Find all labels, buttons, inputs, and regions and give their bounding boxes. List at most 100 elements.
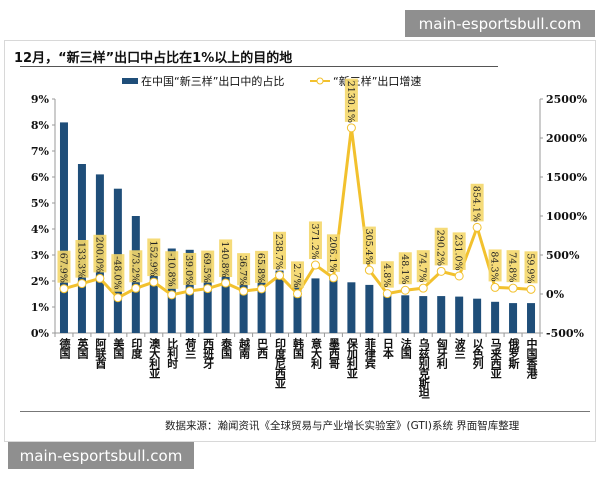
bar-西班牙	[203, 255, 212, 333]
growth-point-俄罗斯	[508, 283, 518, 293]
growth-label-box	[219, 239, 233, 278]
growth-point-泰国	[221, 278, 231, 288]
growth-label-box	[201, 250, 215, 283]
bar-意大利	[311, 278, 320, 333]
growth-label: 73.2%	[129, 252, 140, 282]
growth-label: 59.9%	[525, 253, 536, 283]
bar-匈牙利	[437, 296, 446, 333]
growth-label-box	[75, 240, 89, 278]
category-label: 荷兰	[183, 338, 197, 358]
category-label: 法国	[399, 338, 413, 358]
bar-波兰	[455, 296, 464, 333]
growth-label: 133.3%	[75, 242, 86, 278]
growth-point-以色列	[472, 222, 482, 232]
category-label: 印度	[129, 338, 143, 358]
growth-label: 39.0%	[183, 255, 194, 285]
category-label: 英国	[75, 338, 89, 358]
growth-label-box	[488, 249, 502, 282]
growth-label: 371.2%	[309, 223, 320, 259]
left-tick-label: 2%	[31, 275, 50, 288]
growth-point-越南	[239, 286, 249, 296]
category-label: 澳大利亚	[147, 338, 161, 378]
growth-label-box	[380, 261, 394, 288]
title-divider	[20, 66, 498, 67]
growth-label-box	[452, 232, 466, 270]
growth-point-菲律宾	[364, 265, 374, 275]
growth-label: 238.7%	[273, 234, 284, 270]
bar-法国	[401, 295, 410, 333]
growth-label: 69.5%	[201, 253, 212, 283]
growth-label: 67.9%	[57, 253, 68, 283]
growth-label: 206.1%	[327, 236, 338, 272]
bar-以色列	[473, 298, 482, 333]
growth-point-波兰	[454, 271, 464, 281]
category-label: 菲律宾	[363, 338, 377, 368]
growth-point-巴西	[257, 284, 267, 294]
growth-label-box	[470, 183, 484, 222]
growth-point-法国	[400, 285, 410, 295]
left-tick-label: 9%	[31, 93, 50, 106]
growth-label-box	[434, 227, 448, 266]
growth-point-比利时	[167, 290, 177, 300]
bar-泰国	[221, 256, 230, 333]
growth-label-box	[255, 250, 269, 283]
growth-label: 2130.1%	[345, 81, 356, 123]
growth-label-box	[129, 250, 143, 283]
growth-label-box	[273, 231, 287, 270]
category-label: 德国	[57, 338, 71, 358]
right-tick-label: 1000%	[546, 210, 588, 223]
growth-label: 74.7%	[417, 252, 428, 282]
category-label: 意大利	[309, 338, 323, 368]
growth-label-box	[344, 78, 358, 122]
bar-马来西亚	[491, 301, 500, 333]
growth-point-印度尼西亚	[275, 270, 285, 280]
growth-label-box	[291, 261, 304, 288]
growth-label: 2.7%	[291, 263, 302, 287]
growth-label: -48.0%	[111, 256, 122, 289]
category-label: 以色列	[471, 338, 485, 368]
growth-point-德国	[59, 284, 69, 294]
growth-point-荷兰	[185, 286, 195, 296]
bar-俄罗斯	[509, 303, 518, 333]
chart-title: 12月，“新三样”出口中占比在1%以上的目的地	[14, 51, 293, 66]
bar-中国香港	[527, 303, 536, 333]
category-label: 乌兹别克斯坦	[417, 338, 431, 398]
growth-label: 36.7%	[237, 255, 248, 285]
source-divider	[20, 411, 590, 412]
growth-label-box	[524, 251, 538, 284]
legend-item-share: 在中国“新三样”出口中的占比	[122, 73, 284, 89]
right-tick-label: 2500%	[546, 93, 588, 106]
category-label: 阿联酋	[93, 338, 107, 368]
left-tick-label: 3%	[31, 249, 50, 262]
bar-巴西	[257, 260, 266, 333]
growth-point-印度	[131, 283, 141, 293]
growth-label-box	[237, 253, 251, 286]
growth-label: -10.8%	[165, 253, 176, 286]
left-tick-label: 7%	[31, 145, 50, 158]
growth-label: 4.8%	[381, 263, 392, 287]
growth-label: 48.1%	[399, 254, 410, 284]
growth-label: 140.8%	[219, 241, 230, 277]
growth-label: 65.8%	[255, 253, 266, 283]
bar-菲律宾	[365, 284, 374, 333]
right-tick-label: 0%	[546, 288, 565, 301]
growth-label-box	[398, 252, 412, 285]
category-label: 美国	[111, 338, 125, 358]
growth-label: 290.2%	[435, 230, 446, 266]
category-label: 巴西	[255, 338, 269, 358]
category-label: 墨西哥	[327, 338, 341, 368]
growth-label-box	[416, 250, 430, 283]
growth-point-马来西亚	[490, 282, 500, 292]
category-label: 保加利亚	[345, 338, 359, 378]
growth-label: 231.0%	[453, 234, 464, 270]
category-label: 比利时	[165, 338, 179, 368]
right-tick-label: 2000%	[546, 132, 588, 145]
bar-乌兹别克斯坦	[419, 296, 428, 333]
growth-label-box	[57, 250, 71, 283]
left-tick-label: 4%	[31, 223, 50, 236]
left-tick-label: 1%	[31, 301, 50, 314]
category-label: 泰国	[219, 338, 233, 358]
growth-point-阿联酋	[95, 273, 105, 283]
left-tick-label: 8%	[31, 119, 50, 132]
